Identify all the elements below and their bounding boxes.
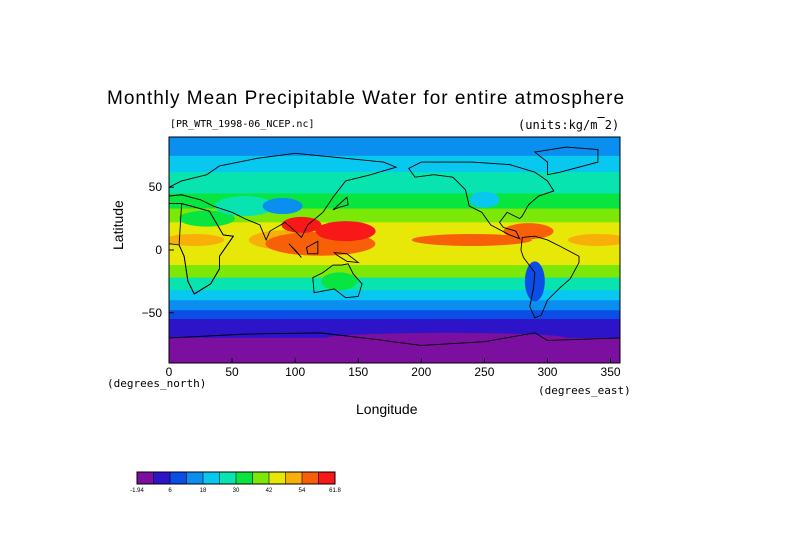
- dry-region: [321, 272, 358, 291]
- colorbar-label: 18: [199, 488, 207, 494]
- y-unit-label: (degrees_north): [107, 377, 207, 390]
- colorbar-label: 6: [168, 488, 172, 494]
- lat-band: [169, 243, 620, 266]
- coast-antarctica: [169, 332, 620, 346]
- dry-region: [469, 191, 500, 208]
- colorbar-swatch: [219, 472, 237, 484]
- x-tick-label: 50: [225, 365, 239, 379]
- lat-band: [169, 310, 620, 320]
- colorbar-label: 61.8: [329, 488, 341, 494]
- coast-eurasia: [169, 152, 398, 242]
- coast-greenland: [533, 146, 599, 176]
- colorbar-label: -1.94: [130, 488, 144, 494]
- moist-region: [567, 233, 620, 246]
- axis-ticks: [168, 186, 612, 363]
- x-tick-label: 200: [411, 365, 432, 379]
- x-unit-label: (degrees_east): [538, 384, 631, 397]
- colorbar-swatch: [203, 472, 220, 484]
- x-tick-label: 350: [600, 365, 621, 379]
- lat-band: [169, 327, 620, 339]
- x-tick-label: 150: [348, 365, 369, 379]
- moist-region: [503, 223, 554, 240]
- moist-region: [315, 221, 376, 242]
- coast-japan: [332, 196, 349, 211]
- colorbar-label: 30: [232, 488, 240, 494]
- y-tick-label: −50: [141, 305, 162, 320]
- y-tick-label: 0: [155, 243, 162, 257]
- x-axis-label: Longitude: [356, 401, 418, 417]
- dry-region: [524, 261, 545, 302]
- colorbar-swatch: [153, 472, 171, 484]
- colorbar-swatch: [186, 472, 204, 484]
- coast-south-america: [520, 235, 580, 319]
- file-label: [PR_WTR_1998-06_NCEP.nc]: [170, 119, 315, 130]
- coast-sumatra: [288, 243, 302, 258]
- colorbar-swatch: [318, 472, 336, 484]
- colorbar-swatch: [269, 472, 286, 484]
- colorbar-swatch: [236, 472, 253, 484]
- coast-australia: [312, 263, 363, 299]
- lat-band: [169, 277, 620, 291]
- dry-region: [262, 198, 303, 215]
- lat-band: [169, 300, 620, 311]
- units-label: (units:kg/m 2): [518, 118, 620, 132]
- coast-africa: [169, 203, 235, 295]
- lat-band: [169, 319, 620, 329]
- lat-band: [169, 265, 620, 279]
- colorbar-swatch: [170, 472, 187, 484]
- lat-band: [169, 290, 620, 301]
- y-tick-label: 50: [148, 180, 162, 195]
- antarctic-band: [169, 344, 620, 363]
- figure-title: Monthly Mean Precipitable Water for enti…: [107, 88, 626, 109]
- moist-region: [411, 233, 532, 246]
- moist-region: [281, 216, 322, 233]
- lat-band: [169, 137, 620, 157]
- lat-band: [169, 172, 620, 194]
- colorbar: [136, 471, 336, 485]
- coast-north-america: [408, 161, 555, 240]
- lat-band: [169, 155, 620, 173]
- precipitable-water-field: [169, 137, 620, 363]
- x-tick-label: 250: [474, 365, 495, 379]
- colorbar-label: 54: [298, 488, 306, 494]
- x-tick-label: 300: [537, 365, 558, 379]
- coastlines: [169, 146, 620, 346]
- coast-new-guinea: [333, 251, 360, 264]
- colorbar-swatch: [252, 472, 270, 484]
- x-tick-label: 100: [285, 365, 306, 379]
- colorbar-label: 42: [265, 488, 273, 494]
- colorbar-swatch: [302, 472, 319, 484]
- dry-region: [178, 210, 235, 227]
- colorbar-swatch: [285, 472, 303, 484]
- colorbar-swatch: [137, 472, 154, 484]
- dry-region: [214, 196, 275, 217]
- x-tick-label: 0: [165, 365, 173, 379]
- moist-region: [169, 233, 225, 246]
- coast-borneo: [306, 240, 319, 255]
